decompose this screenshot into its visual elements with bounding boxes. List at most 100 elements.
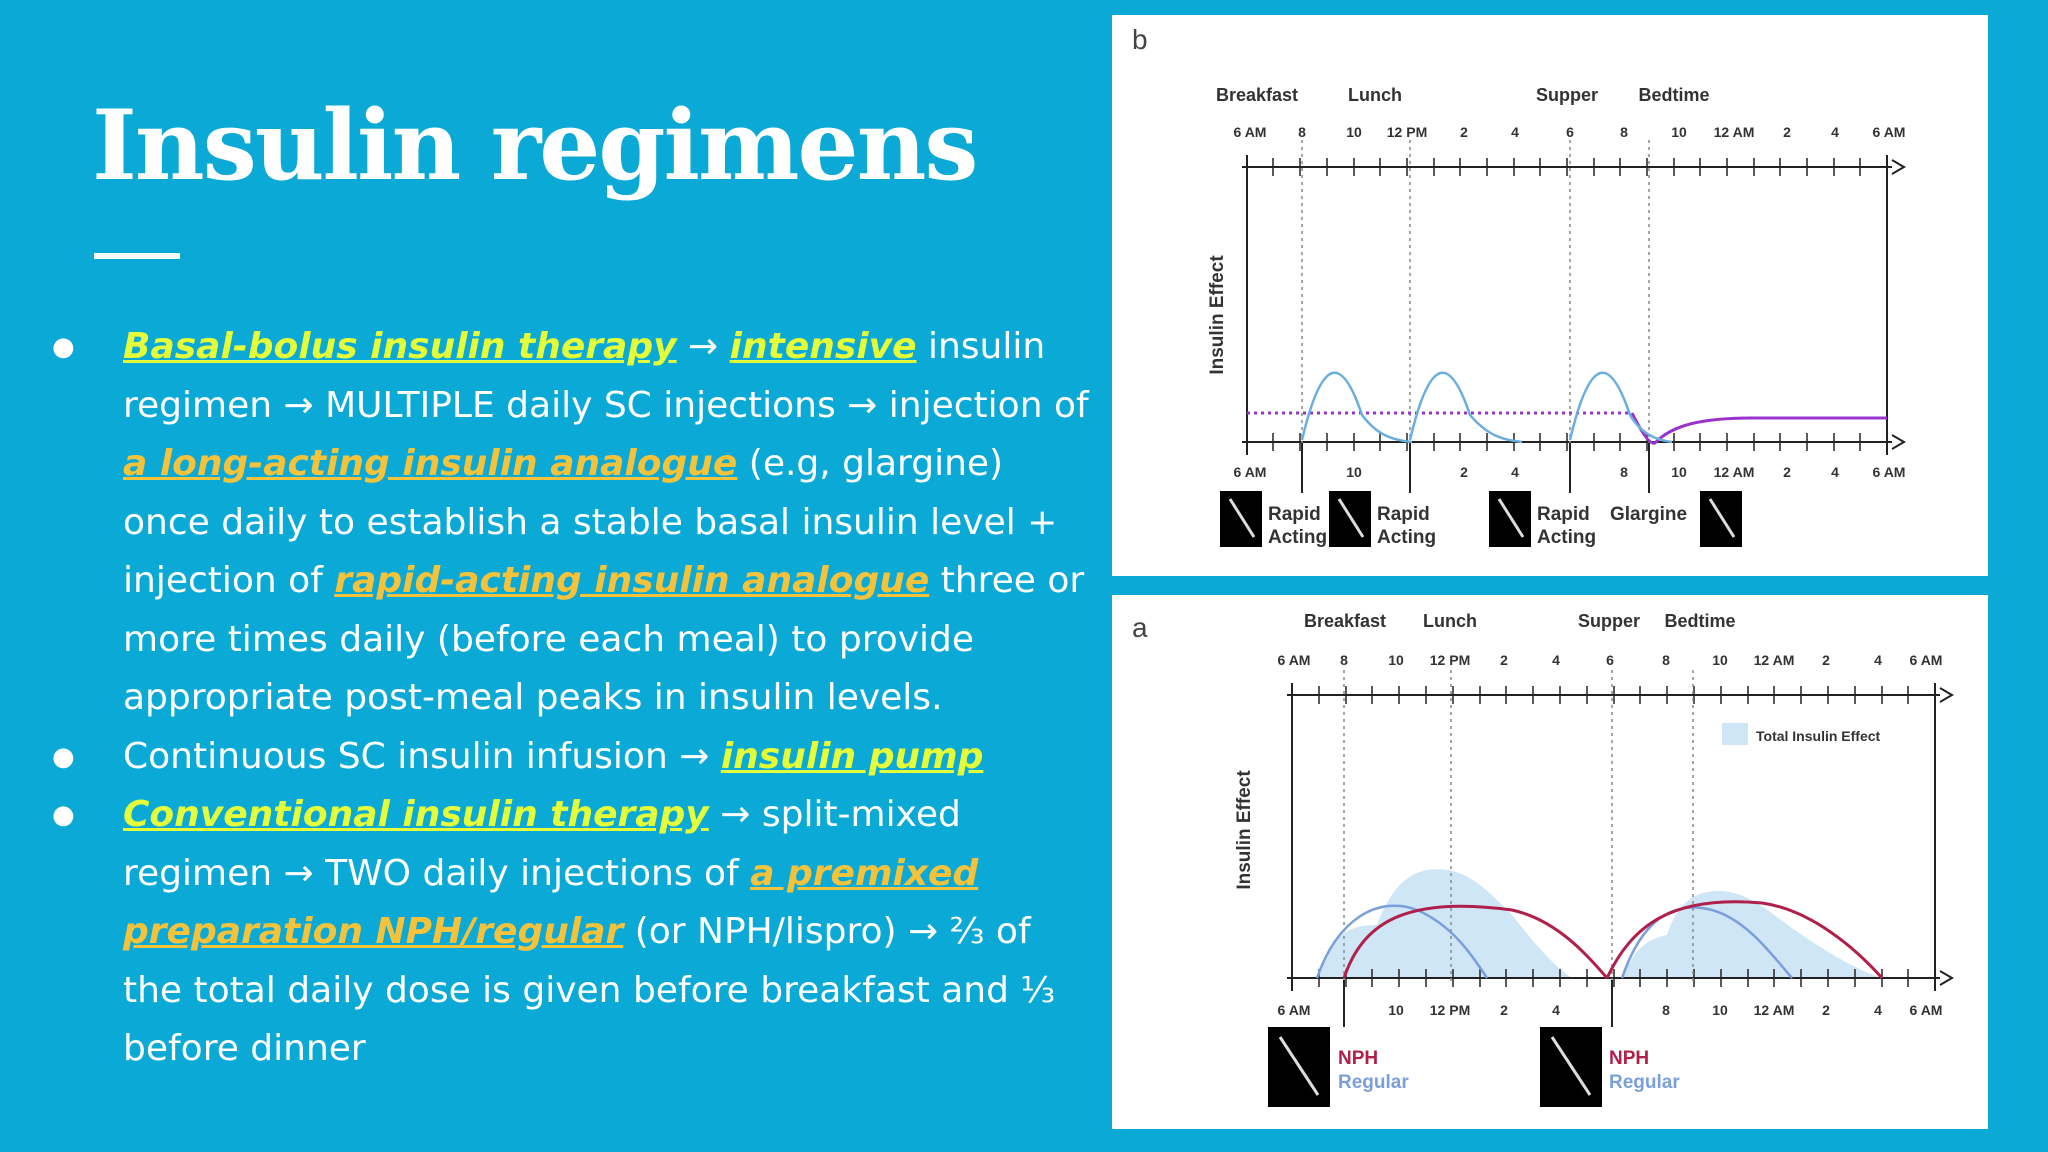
tick-label: 6: [1606, 652, 1614, 668]
syringe-icon: [1220, 491, 1262, 547]
injection-label: Acting: [1268, 527, 1327, 548]
injection-label: Acting: [1537, 527, 1596, 548]
tick-label: 10: [1671, 124, 1687, 140]
y-axis-label: Insulin Effect: [1207, 255, 1228, 375]
figure-b-letter: b: [1132, 24, 1148, 55]
tick-label: 10: [1388, 1002, 1404, 1018]
tick-label: 2: [1500, 1002, 1508, 1018]
tick-label: 12 AM: [1714, 464, 1755, 480]
rapid-acting-curves: [1300, 371, 1673, 444]
tick-label: 8: [1662, 1002, 1670, 1018]
tick-label: 12 AM: [1714, 124, 1755, 140]
link-intensive[interactable]: intensive: [729, 326, 917, 367]
tick-label: 8: [1340, 652, 1348, 668]
text-segment: (e.g, glargine) once daily to establish …: [123, 443, 1058, 601]
tick-label: 2: [1822, 1002, 1830, 1018]
syringe-icon: [1540, 1027, 1602, 1107]
tick-label: 12 PM: [1387, 124, 1427, 140]
event-breakfast: Breakfast: [1304, 611, 1386, 631]
event-supper: Supper: [1578, 611, 1640, 631]
tick-label: 6 AM: [1873, 464, 1906, 480]
injection-arrows: [1343, 980, 1613, 1027]
arrow-icon: [1891, 159, 1906, 175]
tick-label: 10: [1712, 1002, 1728, 1018]
link-premixed[interactable]: a premixed preparation NPH/regular: [123, 852, 979, 953]
text-segment: insulin regimen → MULTIPLE daily SC inje…: [123, 326, 1089, 426]
tick-label: 4: [1552, 1002, 1560, 1018]
tick-label: 10: [1388, 652, 1404, 668]
tick-label: 10: [1671, 464, 1687, 480]
top-ticks: [1291, 686, 1936, 704]
tick-label: 4: [1831, 124, 1839, 140]
legend-label: Total Insulin Effect: [1756, 728, 1881, 744]
bullet-conventional: Conventional insulin therapy → split-mix…: [48, 786, 1098, 1079]
legend-swatch: [1722, 723, 1748, 745]
tick-label: 2: [1460, 464, 1468, 480]
nph-curves: [1342, 900, 1884, 979]
injection-label-nph: NPH: [1609, 1048, 1649, 1069]
tick-label: 6: [1566, 124, 1574, 140]
tick-label: 8: [1298, 124, 1306, 140]
link-long-acting[interactable]: a long-acting insulin analogue: [123, 443, 738, 484]
injection-label-regular: Regular: [1609, 1072, 1680, 1093]
meal-guides: [1301, 140, 1650, 445]
tick-label: 6 AM: [1278, 1002, 1311, 1018]
injection-label-nph: NPH: [1338, 1048, 1378, 1069]
arrow-icon: [1891, 434, 1906, 450]
injection-label: Rapid: [1268, 504, 1321, 525]
arrow-icon: [1939, 970, 1954, 986]
tick-label: 10: [1712, 652, 1728, 668]
syringe-icon: [1329, 491, 1371, 547]
event-lunch: Lunch: [1423, 611, 1477, 631]
link-insulin-pump[interactable]: insulin pump: [720, 735, 984, 777]
event-supper: Supper: [1536, 85, 1598, 105]
link-basal-bolus[interactable]: Basal-bolus insulin therapy: [123, 326, 677, 367]
event-lunch: Lunch: [1348, 85, 1402, 105]
bottom-ticks: [1246, 433, 1888, 451]
title-underline: [94, 253, 180, 259]
arrow-icon: [1939, 687, 1954, 703]
bullet-csii: Continuous SC insulin infusion → insulin…: [48, 728, 1098, 787]
figure-b-svg: b Breakfast Lunch Supper Bedtime 6 AM 8 …: [1132, 24, 1906, 548]
tick-label: 8: [1620, 464, 1628, 480]
tick-label: 2: [1460, 124, 1468, 140]
tick-label: 4: [1874, 1002, 1882, 1018]
tick-label: 2: [1783, 464, 1791, 480]
text-segment: → split-mixed regimen → TWO daily inject…: [123, 794, 961, 894]
total-insulin-area: [1287, 869, 1882, 978]
tick-label: 4: [1552, 652, 1560, 668]
text-segment: three or more times daily (before each m…: [123, 560, 1085, 718]
bullet-list: Basal-bolus insulin therapy → intensive …: [48, 318, 1098, 1079]
slide-title: Insulin regimens: [92, 89, 978, 202]
injection-arrows: [1301, 443, 1650, 493]
text-segment: Continuous SC insulin infusion →: [123, 735, 721, 777]
y-axis-label: Insulin Effect: [1234, 770, 1255, 890]
tick-label: 6 AM: [1910, 652, 1943, 668]
text-segment: (or NPH/lispro) → ⅔ of the total daily d…: [123, 911, 1056, 1069]
figure-a-letter: a: [1132, 612, 1148, 643]
tick-label: 6 AM: [1910, 1002, 1943, 1018]
tick-label: 12 AM: [1754, 652, 1795, 668]
glargine-curve: [1630, 412, 1887, 445]
tick-label: 12 PM: [1430, 1002, 1470, 1018]
injection-label: Acting: [1377, 527, 1436, 548]
tick-label: 6 AM: [1873, 124, 1906, 140]
tick-label: 2: [1500, 652, 1508, 668]
event-breakfast: Breakfast: [1216, 85, 1298, 105]
syringe-icon: [1268, 1027, 1330, 1107]
link-conventional[interactable]: Conventional insulin therapy: [123, 794, 709, 835]
link-rapid-acting[interactable]: rapid-acting insulin analogue: [334, 560, 930, 601]
tick-label: 10: [1346, 124, 1362, 140]
tick-label: 4: [1511, 464, 1519, 480]
bottom-ticks: [1291, 969, 1936, 987]
text-segment: →: [676, 326, 730, 367]
injection-label: Glargine: [1610, 504, 1687, 525]
tick-label: 6 AM: [1234, 464, 1267, 480]
syringe-icon: [1489, 491, 1531, 547]
meal-guides: [1343, 670, 1694, 981]
tick-label: 12 AM: [1754, 1002, 1795, 1018]
injection-label: Rapid: [1377, 504, 1430, 525]
tick-label: 4: [1874, 652, 1882, 668]
tick-label: 8: [1620, 124, 1628, 140]
event-bedtime: Bedtime: [1664, 611, 1735, 631]
